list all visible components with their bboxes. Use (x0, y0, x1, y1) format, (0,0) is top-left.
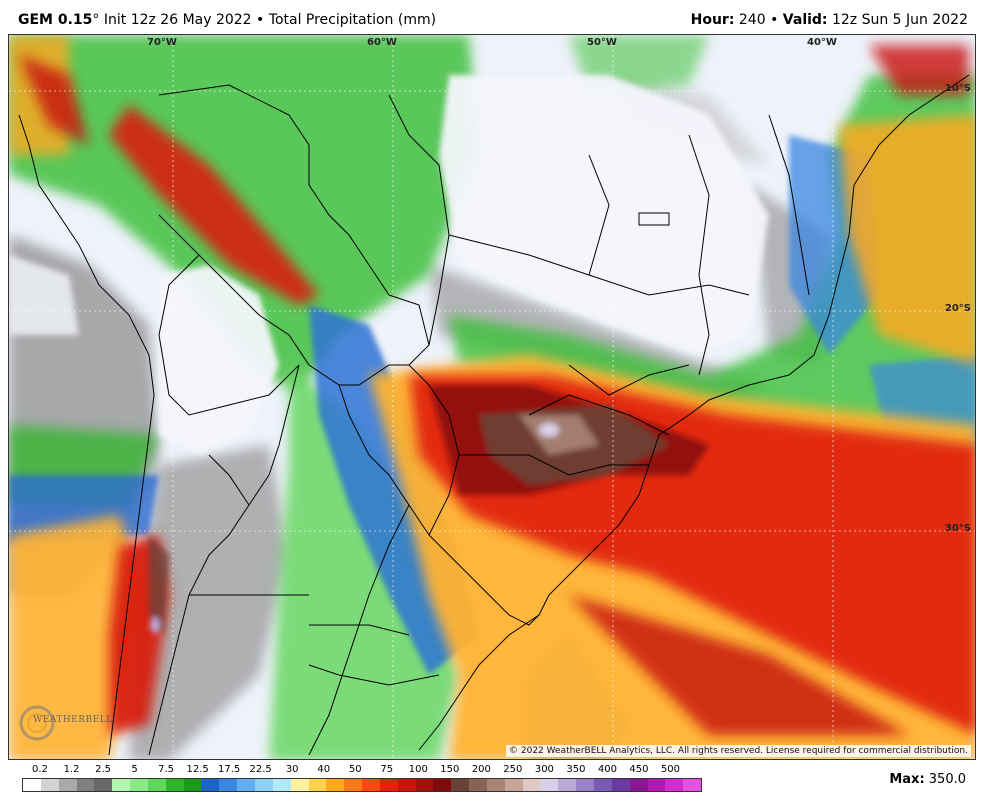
title-right: Hour: 240 • Valid: 12z Sun 5 Jun 2022 (691, 12, 968, 28)
legend-label: 100 (408, 764, 428, 775)
legend-label: 250 (503, 764, 523, 775)
header: GEM 0.15° Init 12z 26 May 2022 • Total P… (0, 0, 984, 34)
legend-swatch (183, 779, 202, 791)
legend-swatch (219, 779, 238, 791)
legend-swatch (540, 779, 559, 791)
legend-labels: 0.2 1.2 2.5 5 7.5 12.5 17.5 22.5 30 40 50 75 100 150 2… (22, 764, 702, 777)
legend-swatch (201, 779, 220, 791)
legend-swatch (647, 779, 666, 791)
legend-swatch (94, 779, 113, 791)
legend-label: 500 (660, 764, 681, 775)
legend-label: 5 (131, 764, 138, 775)
init-time: Init 12z 26 May 2022 (103, 12, 252, 28)
legend-swatch (558, 779, 577, 791)
separator: • (256, 12, 265, 28)
lon-label-50w: 50°W (587, 37, 617, 48)
color-legend: 0.2 1.2 2.5 5 7.5 12.5 17.5 22.5 30 40 50 75 100 150 2… (22, 764, 702, 794)
model-name: GEM 0.15 (18, 12, 93, 28)
legend-swatch (147, 779, 166, 791)
max-precip-areas (149, 385, 709, 635)
legend-swatch (112, 779, 131, 791)
legend-label: 2.5 (95, 764, 111, 775)
legend-swatch (290, 779, 309, 791)
lon-label-60w: 60°W (367, 37, 397, 48)
legend-swatch (629, 779, 648, 791)
graticule (9, 35, 975, 759)
lat-label-30s: 30°S (944, 523, 971, 534)
copyright-notice: © 2022 WeatherBELL Analytics, LLC. All r… (506, 745, 971, 757)
lat-label-10s: 10°S (944, 83, 971, 94)
legend-swatch (486, 779, 505, 791)
country-borders (18, 74, 970, 756)
legend-swatch (611, 779, 630, 791)
legend-swatch (469, 779, 487, 791)
legend-label: 7.5 (158, 764, 175, 775)
max-label: Max: (889, 772, 925, 787)
lon-label-40w: 40°W (807, 37, 837, 48)
legend-label: 300 (534, 764, 554, 775)
legend-label: 150 (440, 764, 460, 775)
separator-2: • (770, 12, 779, 28)
legend-swatch (451, 779, 470, 791)
legend-label: 75 (380, 764, 394, 775)
lat-label-20s: 20°S (944, 303, 971, 314)
legend-swatch (665, 779, 684, 791)
weatherbell-logo: WEATHERBELL (15, 701, 112, 741)
product-name: Total Precipitation (mm) (268, 12, 437, 28)
legend-swatch (522, 779, 541, 791)
degree-symbol: ° (92, 12, 100, 28)
legend-swatch (504, 779, 523, 791)
legend-swatch (326, 779, 345, 791)
legend-label: 12.5 (186, 764, 209, 775)
legend-label: 350 (566, 764, 586, 775)
lon-label-70w: 70°W (147, 37, 177, 48)
legend-label: 450 (629, 764, 649, 775)
dry-areas (9, 75, 769, 455)
legend-swatch (130, 779, 148, 791)
legend-swatch (165, 779, 184, 791)
legend-swatch (397, 779, 416, 791)
legend-swatch (379, 779, 398, 791)
legend-label: 50 (348, 764, 362, 775)
legend-label: 400 (597, 764, 617, 775)
legend-swatch (594, 779, 612, 791)
max-value-label: Max: 350.0 (889, 772, 966, 787)
legend-swatch (272, 779, 291, 791)
legend-swatch (344, 779, 363, 791)
legend-swatch (683, 779, 702, 791)
legend-label: 30 (285, 764, 299, 775)
valid-value: 12z Sun 5 Jun 2022 (831, 12, 968, 28)
legend-label: 40 (317, 764, 331, 775)
map-canvas (9, 35, 975, 759)
legend-label: 22.5 (249, 764, 272, 775)
legend-swatch (308, 779, 327, 791)
legend-colorbar (22, 778, 702, 792)
legend-swatch (58, 779, 77, 791)
valid-label: Valid: (782, 12, 828, 28)
legend-swatch (433, 779, 452, 791)
logo-swirl-icon (19, 705, 55, 741)
legend-swatch (40, 779, 59, 791)
legend-label: 1.2 (63, 764, 80, 775)
hour-label: Hour: (690, 12, 735, 28)
legend-label: 200 (471, 764, 491, 775)
legend-swatch (415, 779, 434, 791)
legend-swatch (76, 779, 95, 791)
legend-swatch (237, 779, 255, 791)
title-left: GEM 0.15° Init 12z 26 May 2022 • Total P… (18, 12, 436, 28)
legend-label: 17.5 (218, 764, 241, 775)
logo-text: WEATHERBELL (33, 715, 113, 725)
precipitation-map[interactable]: 70°W 60°W 50°W 40°W 10°S 20°S 30°S WEATH… (8, 34, 976, 760)
legend-swatch (362, 779, 380, 791)
legend-swatch (254, 779, 273, 791)
legend-label: 0.2 (32, 764, 48, 775)
max-value: 350.0 (928, 772, 966, 787)
hour-value: 240 (738, 12, 766, 28)
legend-swatch (576, 779, 594, 791)
legend-swatch (23, 779, 41, 791)
